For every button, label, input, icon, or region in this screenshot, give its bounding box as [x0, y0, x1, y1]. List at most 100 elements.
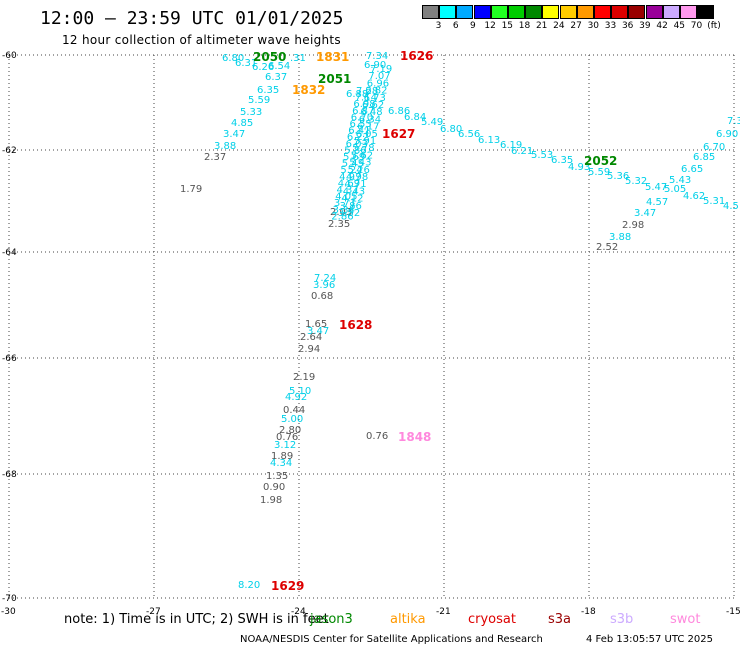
wave-height-value: 3.88 — [609, 232, 631, 243]
wave-height-value: 6.17 — [357, 122, 379, 133]
wave-height-value: 5.59 — [588, 167, 610, 178]
lat-tick-label: -64 — [2, 248, 17, 258]
wave-height-value: 1.89 — [271, 451, 293, 462]
wave-height-value: 7.34 — [366, 51, 388, 62]
wave-height-value: 6.84 — [404, 112, 426, 123]
wave-height-value: 7.3 — [727, 116, 740, 127]
wave-height-value: 6.98 — [353, 99, 375, 110]
wave-height-value: 4.71 — [344, 179, 366, 190]
wave-height-value: 4.57 — [646, 197, 668, 208]
wave-height-value: 6.35 — [551, 155, 573, 166]
wave-height-value: 1.65 — [305, 319, 327, 330]
wave-height-value: 4.93 — [568, 162, 590, 173]
wave-height-value: 6.80 — [222, 53, 244, 64]
wave-height-value: 6.70 — [703, 142, 725, 153]
wave-height-value: 6.55 — [350, 119, 372, 130]
pass-time-label: 2052 — [584, 154, 617, 168]
wave-height-value: 3.47 — [634, 208, 656, 219]
wave-height-value: 3.34 — [333, 205, 355, 216]
wave-height-value: 4.37 — [337, 185, 359, 196]
legend-label: 12 — [484, 21, 496, 31]
legend-swatch — [611, 5, 629, 19]
legend-label: 42 — [656, 21, 668, 31]
legend-label: 36 — [621, 21, 634, 31]
lat-tick-label: -62 — [2, 146, 17, 156]
wave-height-value: 2.94 — [298, 344, 320, 355]
wave-height-value: 6.21 — [511, 146, 533, 157]
wave-height-value: 2.64 — [300, 332, 322, 343]
wave-height-value: 5.78 — [352, 143, 374, 154]
legend-swatch — [645, 5, 663, 19]
wave-height-value: 5.49 — [421, 117, 443, 128]
wave-height-value: 6.80 — [440, 124, 462, 135]
legend-swatch — [473, 5, 491, 19]
wave-height-value: 6.26 — [252, 62, 274, 73]
wave-height-value: 2.52 — [596, 242, 618, 253]
pass-time-label: 1831 — [316, 50, 349, 64]
legend-swatch — [576, 5, 594, 19]
wave-height-value: 1.79 — [180, 184, 202, 195]
legend-swatch — [508, 5, 525, 19]
wave-height-value: 5.31 — [703, 196, 725, 207]
lat-tick-label: -70 — [2, 594, 17, 604]
wave-height-value: 6.48 — [360, 107, 382, 118]
legend-unit: (ft) — [707, 21, 721, 31]
wave-height-value: 3.71 — [334, 198, 356, 209]
wave-height-value: 3.52 — [338, 208, 360, 219]
page-subtitle: 12 hour collection of altimeter wave hei… — [62, 33, 341, 47]
satellite-name: jason3 — [310, 612, 353, 627]
wave-height-value: 6.34 — [359, 114, 381, 125]
wave-height-value: 6.13 — [478, 135, 500, 146]
wave-height-value: 6.56 — [458, 129, 480, 140]
note-text: note: 1) Time is in UTC; 2) SWH is in fe… — [64, 612, 329, 627]
lon-tick-label: -30 — [1, 607, 16, 617]
legend-label: 39 — [639, 21, 651, 31]
wave-height-value: 5.91 — [354, 136, 376, 147]
pass-time-label: 1628 — [339, 318, 372, 332]
wave-height-value: 3.47 — [307, 326, 329, 337]
lat-tick-label: -68 — [2, 470, 17, 480]
wave-height-value: 6.65 — [681, 164, 703, 175]
wave-height-value: 4.5 — [723, 201, 739, 212]
pass-time-label: 1848 — [398, 430, 431, 444]
wave-height-value: 6.41 — [348, 126, 370, 137]
pass-time-label: 1627 — [382, 127, 415, 141]
legend-swatch — [594, 5, 611, 19]
wave-height-value: 4.05 — [335, 192, 357, 203]
wave-height-value: 6.35 — [257, 85, 279, 96]
legend-label: 9 — [470, 21, 476, 31]
lon-tick-label: -24 — [291, 607, 306, 617]
wave-height-value: 4.97 — [339, 172, 361, 183]
wave-height-value: 4.12 — [341, 194, 363, 205]
legend-label: 70 — [690, 21, 703, 31]
wave-height-value: 1.98 — [260, 495, 282, 506]
wave-height-value: .31 — [290, 53, 306, 64]
legend-swatch — [559, 5, 577, 19]
wave-height-value: 4.34 — [270, 458, 292, 469]
legend-swatch — [525, 5, 543, 19]
wave-height-value: 5.59 — [248, 95, 270, 106]
lon-tick-label: -15 — [726, 607, 740, 617]
wave-height-value: 2.98 — [622, 220, 644, 231]
legend-swatch — [422, 5, 439, 19]
wave-height-value: 0.76 — [366, 431, 388, 442]
wave-height-value: 6.22 — [347, 132, 369, 143]
wave-height-value: 4.43 — [343, 186, 365, 197]
wave-height-value: 6.37 — [265, 72, 287, 83]
lon-tick-label: -18 — [581, 607, 596, 617]
legend-label: 27 — [570, 21, 582, 31]
wave-height-value: 5.36 — [607, 171, 629, 182]
wave-height-value: 6.88 — [346, 89, 368, 100]
wave-height-value: 6.87 — [352, 106, 374, 117]
satellite-name: s3a — [548, 612, 572, 627]
wave-height-value: 2.80 — [279, 425, 301, 436]
pass-time-label: 2050 — [253, 50, 286, 64]
legend-label: 21 — [535, 21, 548, 31]
wave-height-value: 1.35 — [266, 471, 288, 482]
legend-label: 30 — [587, 21, 600, 31]
legend-label: 45 — [673, 21, 686, 31]
wave-height-value: 2.19 — [293, 372, 315, 383]
wave-height-value: 5.45 — [342, 159, 364, 170]
legend-swatch — [456, 5, 474, 19]
